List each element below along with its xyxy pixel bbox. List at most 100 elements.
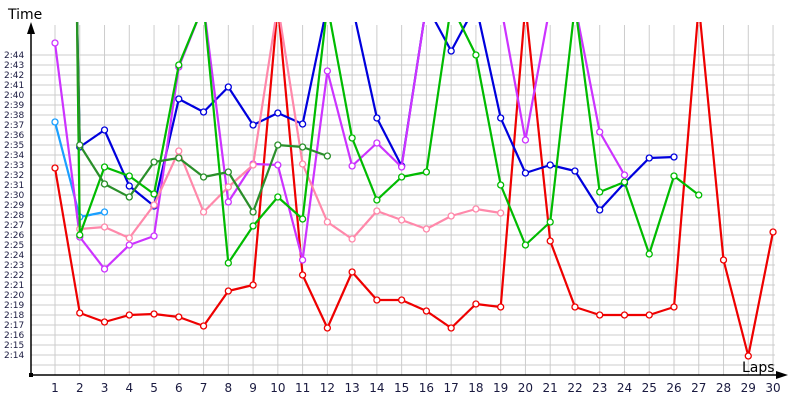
y-axis-title: Time	[7, 7, 42, 23]
data-point-marker	[249, 208, 257, 216]
data-point-marker	[199, 208, 208, 216]
x-tick-label: 22	[567, 381, 582, 395]
y-tick-label: 2:22	[4, 271, 24, 281]
data-point-marker	[51, 164, 59, 172]
y-tick-label: 2:43	[4, 61, 24, 71]
data-point-marker	[125, 172, 133, 180]
data-point-marker	[670, 303, 678, 311]
data-point-marker	[100, 208, 109, 216]
y-tick-label: 2:38	[4, 111, 24, 121]
data-point-marker	[373, 139, 381, 147]
data-point-marker	[150, 190, 158, 198]
series-purple	[51, 22, 629, 273]
x-tick-label: 15	[394, 381, 409, 395]
data-point-marker	[175, 61, 183, 69]
data-point-marker	[274, 161, 282, 169]
series-line	[76, 22, 328, 214]
x-tick-label: 17	[444, 381, 459, 395]
data-point-marker	[397, 296, 406, 304]
data-point-marker	[521, 169, 530, 177]
data-point-marker	[348, 162, 356, 170]
data-point-marker	[199, 322, 208, 330]
x-tick-label: 20	[518, 381, 533, 395]
x-tick-label: 6	[175, 381, 183, 395]
data-point-marker	[175, 313, 183, 321]
data-point-marker	[224, 259, 232, 267]
y-tick-label: 2:34	[4, 151, 24, 161]
data-point-marker	[323, 67, 332, 75]
x-tick-label: 27	[691, 381, 706, 395]
data-point-marker	[150, 310, 158, 318]
axes: Time Laps	[7, 7, 788, 379]
y-tick-label: 2:25	[4, 241, 24, 251]
data-point-marker	[224, 287, 232, 295]
x-tick-label: 11	[295, 381, 310, 395]
data-point-marker	[670, 153, 678, 161]
y-tick-label: 2:26	[4, 231, 24, 241]
x-tick-label: 2	[76, 381, 84, 395]
data-point-marker	[422, 168, 431, 176]
data-point-marker	[497, 303, 505, 311]
x-tick-label: 10	[270, 381, 285, 395]
data-point-marker	[373, 296, 381, 304]
data-point-marker	[769, 228, 777, 236]
data-point-marker	[298, 215, 307, 223]
y-tick-label: 2:30	[4, 191, 24, 201]
data-point-marker	[571, 303, 579, 311]
data-point-marker	[125, 182, 133, 190]
data-point-marker	[150, 232, 158, 240]
y-tick-label: 2:36	[4, 131, 24, 141]
x-tick-label: 21	[543, 381, 558, 395]
y-tick-label: 2:21	[4, 281, 24, 291]
data-point-marker	[670, 172, 678, 180]
data-point-marker	[100, 180, 109, 188]
data-point-marker	[447, 47, 455, 55]
data-point-marker	[249, 281, 257, 289]
x-tick-label: 24	[617, 381, 632, 395]
data-point-marker	[645, 311, 653, 319]
y-tick-label: 2:20	[4, 291, 24, 301]
data-point-marker	[125, 193, 133, 201]
data-point-marker	[447, 212, 455, 220]
y-tick-label: 2:29	[4, 201, 24, 211]
data-point-marker	[76, 309, 84, 317]
x-tick-label: 16	[419, 381, 434, 395]
data-point-marker	[744, 352, 752, 360]
data-point-marker	[620, 311, 629, 319]
data-point-marker	[546, 237, 554, 245]
data-point-marker	[373, 114, 381, 122]
data-point-marker	[323, 324, 332, 332]
data-point-marker	[150, 201, 158, 209]
data-point-marker	[620, 171, 629, 179]
data-point-marker	[620, 178, 629, 186]
data-point-marker	[125, 234, 133, 242]
data-point-marker	[472, 51, 480, 59]
data-point-marker	[100, 223, 109, 231]
data-point-marker	[51, 118, 59, 126]
data-point-marker	[373, 196, 381, 204]
data-point-marker	[274, 109, 282, 117]
data-point-marker	[150, 158, 158, 166]
data-point-marker	[298, 143, 307, 151]
data-point-marker	[100, 163, 109, 171]
data-point-marker	[100, 265, 109, 273]
data-point-marker	[596, 311, 604, 319]
data-point-marker	[76, 141, 84, 149]
x-tick-label: 19	[493, 381, 508, 395]
y-tick-label: 2:31	[4, 181, 24, 191]
x-tick-label: 29	[741, 381, 756, 395]
x-tick-labels: 1 2 3 4 5 6 7 8 9 10 11 12 13 14 15 16 17 18 19 20 21 22 23 24 2…	[51, 381, 781, 395]
y-tick-label: 2:40	[4, 91, 24, 101]
x-tick-label: 7	[200, 381, 208, 395]
data-point-marker	[76, 231, 84, 239]
x-tick-label: 3	[101, 381, 109, 395]
data-point-marker	[497, 209, 505, 217]
y-tick-label: 2:32	[4, 171, 24, 181]
series-line	[76, 22, 675, 212]
data-point-marker	[571, 167, 579, 175]
data-point-marker	[397, 173, 406, 181]
data-point-marker	[348, 268, 356, 276]
grid-lines	[31, 25, 775, 375]
y-tick-label: 2:27	[4, 221, 24, 231]
